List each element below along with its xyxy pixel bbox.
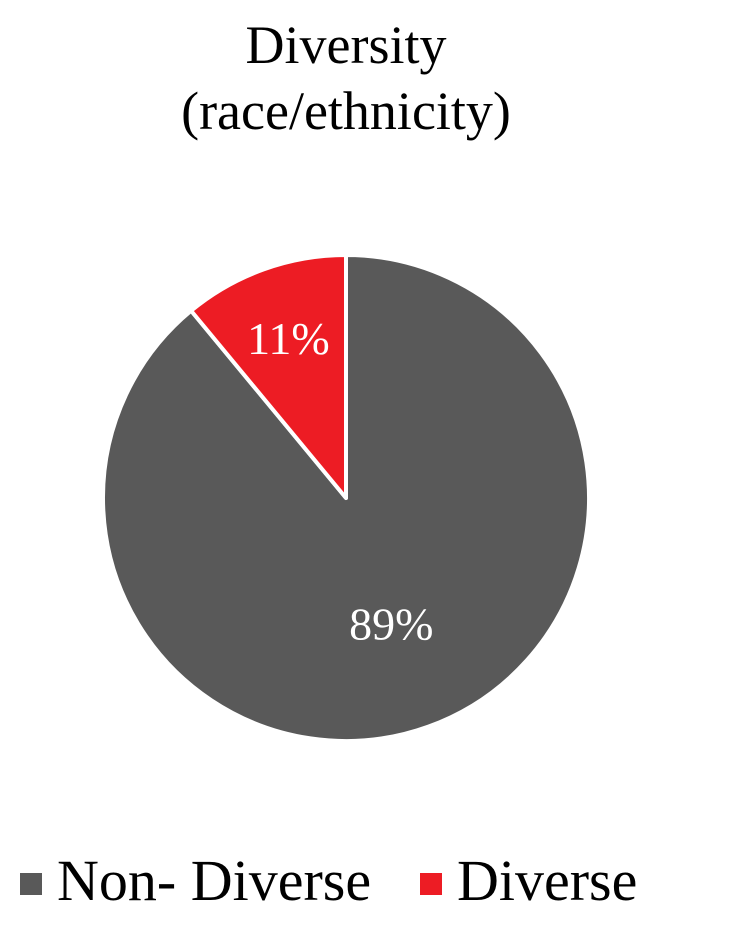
legend-swatch-diverse (420, 873, 442, 895)
pie-slice-diverse (189, 253, 348, 500)
data-label-non-diverse: 89% (349, 599, 433, 650)
legend-swatch-non-diverse (20, 873, 42, 895)
legend-label-non-diverse: Non- Diverse (57, 848, 372, 913)
chart-title-line1: Diversity (245, 15, 447, 75)
legend-label-diverse: Diverse (457, 848, 638, 913)
data-label-diverse: 11% (247, 313, 330, 364)
legend: Non- Diverse Diverse (0, 848, 740, 918)
chart-title-line2: (race/ethnicity) (181, 81, 511, 141)
